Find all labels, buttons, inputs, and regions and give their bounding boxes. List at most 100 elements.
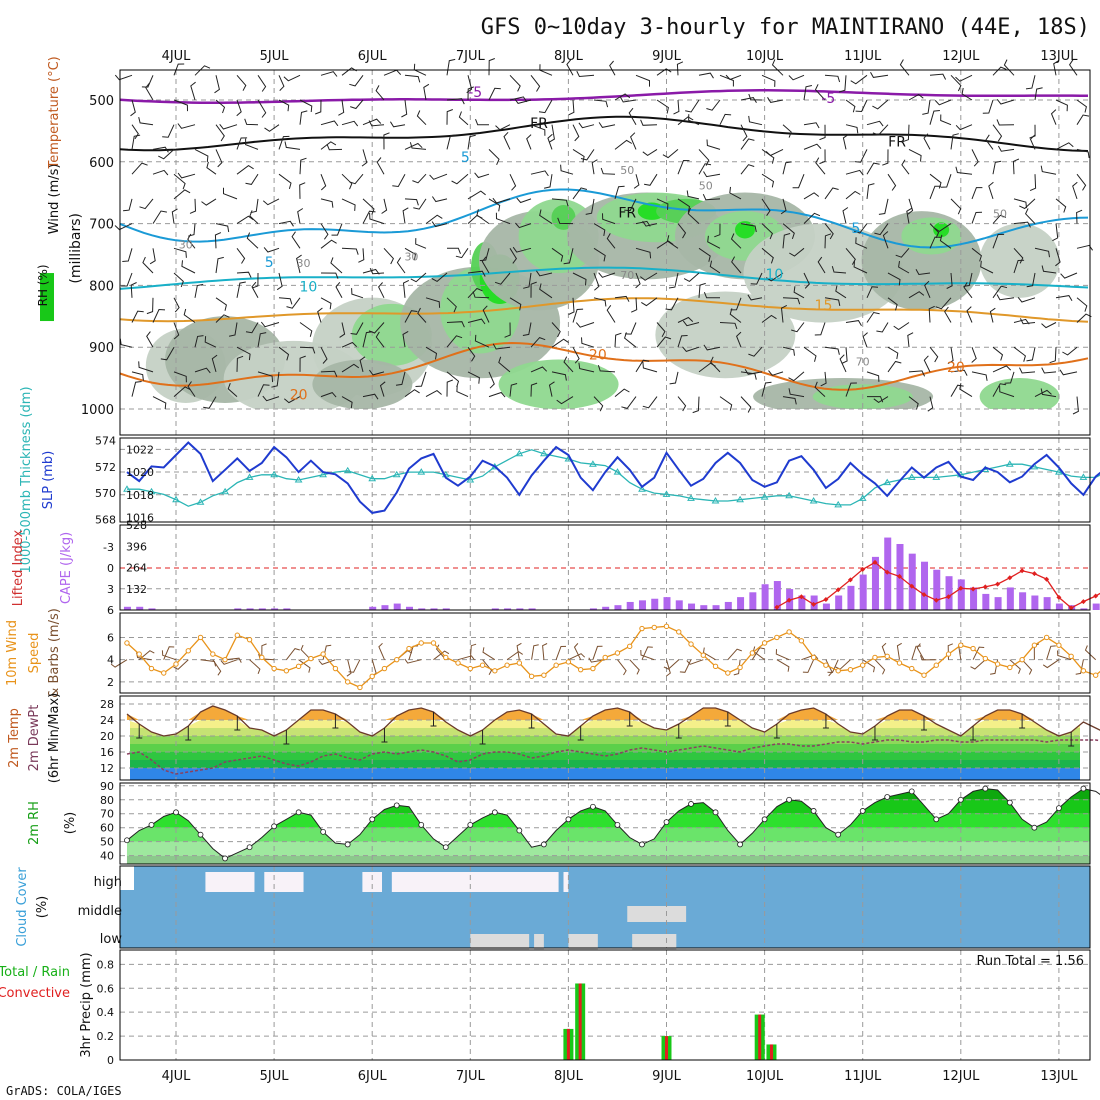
wind-barb bbox=[597, 365, 616, 373]
wind-barb bbox=[766, 272, 784, 282]
wind-barb bbox=[206, 161, 217, 175]
wind-barb bbox=[187, 233, 196, 249]
wind-barb bbox=[814, 381, 826, 397]
cape-bar bbox=[1019, 592, 1027, 610]
slp-tick-1016: 1016 bbox=[126, 511, 154, 524]
rh-point bbox=[1031, 824, 1038, 831]
cape-tick-396: 396 bbox=[126, 540, 147, 553]
surface-wind-barb bbox=[220, 659, 238, 665]
surface-wind-barb bbox=[702, 647, 716, 661]
surface-wind-barb bbox=[640, 649, 655, 661]
thickness-point bbox=[711, 497, 720, 504]
wind-barb bbox=[706, 99, 721, 111]
wind-barb bbox=[236, 247, 246, 264]
text-layer: 4JUL 4JUL 5JUL 5JUL 6JUL 6JUL 7JUL 7JUL 8JUL 8JUL… bbox=[0, 49, 1084, 1084]
wind-barb bbox=[299, 355, 306, 372]
wind-barb bbox=[761, 247, 774, 264]
lifted-index-point bbox=[835, 587, 841, 593]
wind-speed-point bbox=[1031, 642, 1038, 648]
cape-bar bbox=[933, 569, 941, 610]
wind-barb bbox=[971, 371, 988, 381]
wind-barb bbox=[992, 160, 1002, 175]
rh-tick-40: 40 bbox=[100, 850, 114, 863]
rh-point bbox=[835, 831, 842, 838]
wind-barb bbox=[989, 307, 996, 323]
wind-barb bbox=[320, 392, 337, 398]
wind-speed-point bbox=[749, 650, 756, 656]
wind-barb bbox=[1055, 248, 1061, 267]
wind-barb bbox=[257, 75, 267, 92]
wind-barb bbox=[940, 114, 952, 126]
wind-barb bbox=[369, 212, 385, 225]
surface-wind-barb bbox=[286, 648, 300, 661]
surface-wind-barb bbox=[138, 650, 155, 661]
wind-barb bbox=[138, 361, 154, 373]
wind-barb bbox=[236, 346, 251, 361]
thickness-point bbox=[785, 491, 793, 499]
cape-bar bbox=[945, 576, 953, 610]
wind-barb bbox=[215, 149, 223, 168]
rh-legend-swatch bbox=[40, 273, 54, 322]
wind-barb bbox=[908, 370, 926, 377]
wind-barb bbox=[429, 173, 448, 180]
wind-barb bbox=[980, 260, 994, 274]
wind-barb bbox=[551, 371, 567, 381]
wind-barb bbox=[944, 306, 952, 323]
wind-barb bbox=[474, 334, 490, 348]
wind-barb bbox=[1076, 173, 1087, 191]
wind-barb bbox=[575, 322, 595, 328]
wind-barb bbox=[299, 322, 313, 337]
wind-barb bbox=[492, 343, 511, 350]
wind-barb bbox=[915, 268, 931, 276]
wind-barb bbox=[593, 396, 604, 412]
wind-barb bbox=[368, 120, 385, 127]
wind-barb bbox=[992, 124, 1003, 142]
wind-barb bbox=[446, 134, 457, 150]
wind-barb bbox=[425, 389, 442, 398]
wind-barb bbox=[409, 142, 427, 150]
wind-barb bbox=[278, 75, 285, 91]
thickness-point bbox=[123, 485, 131, 492]
thickness-point bbox=[883, 478, 892, 486]
wind-barb bbox=[504, 322, 511, 338]
wind-barb bbox=[928, 305, 935, 323]
wind-barb bbox=[446, 98, 465, 105]
surface-wind-barb bbox=[629, 659, 640, 675]
rh-tick-90: 90 bbox=[100, 780, 114, 793]
wind-barb bbox=[580, 149, 595, 161]
wind-barb bbox=[381, 198, 388, 214]
precip-tick-0.2: 0.2 bbox=[97, 1030, 115, 1043]
wind-barb bbox=[330, 257, 343, 274]
wind-barb bbox=[824, 223, 834, 240]
cape-bar bbox=[1080, 608, 1088, 610]
wind-barb bbox=[593, 247, 606, 262]
wind-barb bbox=[1019, 367, 1036, 374]
wind-barb bbox=[171, 208, 178, 224]
wind-barb bbox=[982, 99, 994, 114]
lifted-index-point bbox=[1007, 575, 1013, 581]
contour-label-8: 10 bbox=[300, 280, 318, 296]
surface-wind-barb bbox=[727, 648, 742, 661]
wind-barb bbox=[845, 99, 856, 113]
wind-barb bbox=[320, 198, 334, 208]
wind-barb bbox=[992, 66, 1007, 76]
wind-barb bbox=[278, 220, 294, 227]
wind-barb bbox=[824, 346, 840, 355]
isotherm-15 bbox=[119, 297, 1089, 323]
thickness-tick-574: 574 bbox=[95, 435, 116, 448]
rh-contour-label-0: 30 bbox=[179, 238, 193, 251]
wind-barb bbox=[817, 256, 826, 274]
wind-barb bbox=[341, 363, 360, 373]
wind-barb bbox=[630, 132, 637, 150]
rh-point bbox=[418, 821, 425, 828]
surface-wind-barb bbox=[896, 642, 902, 660]
thickness-point bbox=[613, 468, 622, 475]
wind-barb bbox=[635, 74, 650, 87]
cape-bar bbox=[970, 587, 978, 610]
wind-speed-point bbox=[259, 654, 265, 661]
wind-barb bbox=[131, 134, 141, 150]
wind-barb bbox=[173, 272, 184, 288]
wind-barb bbox=[563, 248, 574, 265]
wind-speed-point bbox=[994, 661, 1001, 667]
wind-speed-point bbox=[124, 640, 130, 646]
